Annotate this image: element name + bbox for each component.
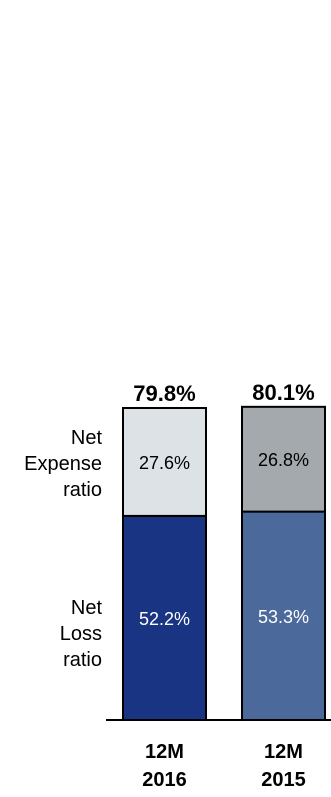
bar-expense-0 (122, 407, 207, 517)
bar-expense-1 (241, 405, 326, 513)
data-label-expense-1: 26.8% (258, 450, 309, 470)
row-label-loss: Net Loss ratio (59, 597, 102, 671)
x-tick-label-line1-0: 12M (145, 741, 184, 763)
x-tick-label-line2-1: 2015 (261, 769, 306, 791)
data-label-expense-0: 27.6% (139, 453, 190, 473)
row-label-expense: Net Expense ratio (24, 427, 102, 501)
total-label-0: 79.8% (133, 381, 195, 406)
x-tick-label-line2-0: 2016 (142, 769, 187, 791)
total-label-1: 80.1% (252, 380, 314, 405)
data-label-loss-1: 53.3% (258, 607, 309, 627)
data-label-loss-0: 52.2% (139, 609, 190, 629)
x-tick-label-line1-1: 12M (264, 741, 303, 763)
